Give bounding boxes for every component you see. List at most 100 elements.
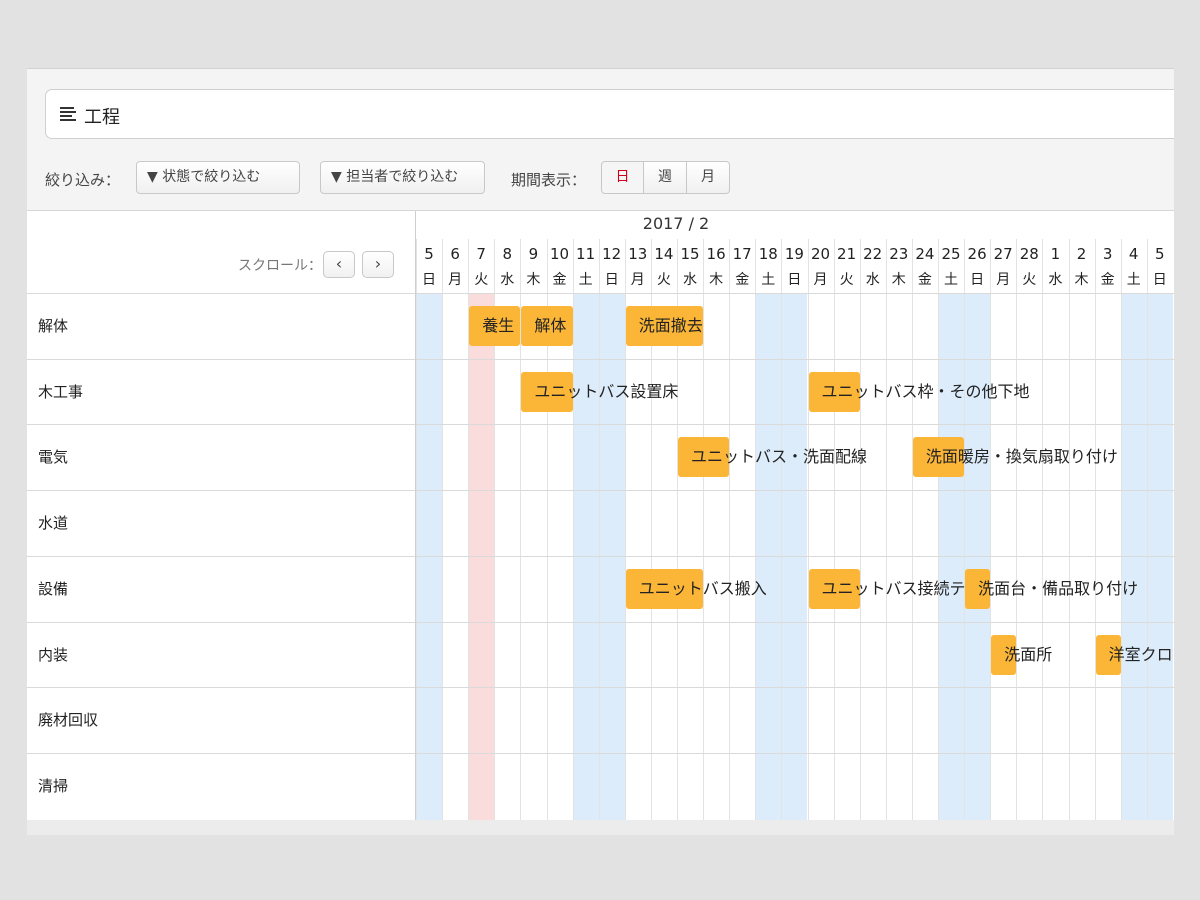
day-number: 27 (993, 245, 1013, 263)
row-label: 木工事 (27, 358, 415, 424)
day-column (964, 239, 991, 820)
day-number: 10 (549, 245, 570, 263)
day-column (807, 239, 834, 820)
period-option-1[interactable]: 週 (644, 161, 687, 194)
day-weekday: 日 (422, 272, 436, 288)
day-column (598, 239, 625, 820)
task-bar[interactable] (521, 371, 573, 412)
bottom-scrollbar-area (27, 820, 1174, 835)
day-number: 21 (837, 245, 857, 263)
status-filter-button[interactable]: ▼ 状態で絞り込む (136, 161, 300, 194)
timeline: 2017 / 2 5 日 6 月 7 火 8 水 9 木 10 金 11 土 12 日 13 月 14 火 15 水 16 木… (416, 211, 1174, 820)
day-number: 12 (602, 245, 622, 263)
day-weekday: 木 (709, 272, 724, 288)
row-divider (416, 358, 1174, 360)
task-bar[interactable] (678, 437, 730, 478)
day-weekday: 日 (604, 272, 619, 288)
row-divider (416, 687, 1174, 689)
day-weekday: 水 (500, 272, 515, 288)
day-number: 16 (706, 245, 726, 263)
day-column (911, 239, 938, 820)
task-bar[interactable] (625, 306, 704, 346)
day-weekday: 日 (787, 272, 802, 288)
task-bar[interactable] (991, 634, 1017, 675)
day-column (833, 239, 860, 820)
day-number: 9 (528, 245, 539, 263)
row-label: 内装 (27, 621, 415, 687)
day-number: 23 (889, 245, 909, 263)
day-weekday: 土 (1126, 272, 1141, 288)
day-weekday: 火 (474, 272, 489, 288)
day-column (938, 239, 965, 820)
day-weekday: 金 (917, 272, 932, 288)
day-number: 25 (941, 245, 961, 263)
day-column (1146, 239, 1173, 820)
day-weekday: 水 (1048, 272, 1063, 288)
task-bar[interactable] (965, 568, 991, 609)
row-divider (416, 752, 1174, 754)
day-weekday: 日 (970, 272, 985, 288)
row-divider (416, 621, 1174, 623)
day-weekday: 火 (656, 272, 671, 288)
day-weekday: 水 (683, 272, 697, 288)
day-number: 8 (502, 245, 513, 263)
period-label: 期間表示： (511, 171, 587, 189)
day-column (729, 239, 756, 820)
task-bar[interactable] (808, 371, 860, 412)
scroll-next-button[interactable]: › (362, 251, 394, 278)
day-weekday: 水 (865, 272, 880, 288)
day-column (1068, 239, 1095, 820)
day-weekday: 金 (1100, 272, 1115, 288)
day-column (859, 239, 886, 820)
schedule-panel: 工程 絞り込み： ▼ 状態で絞り込む ▼ 担当者で絞り込む 期間表示： スクロー… (27, 68, 1174, 835)
day-number: 24 (915, 245, 935, 263)
day-number: 3 (1102, 245, 1113, 263)
row-label: 水道 (27, 490, 415, 555)
day-number: 4 (1128, 245, 1139, 263)
row-label: 清掃 (27, 752, 415, 818)
day-number: 20 (810, 245, 831, 263)
task-bar[interactable] (469, 306, 521, 346)
day-column (885, 239, 912, 820)
row-divider (416, 293, 1174, 294)
filter-label: 絞り込み： (45, 171, 121, 189)
task-bar[interactable] (808, 568, 860, 609)
day-number: 7 (476, 245, 486, 263)
day-column (781, 239, 808, 820)
task-bar[interactable] (521, 306, 573, 346)
day-number: 22 (863, 245, 883, 263)
task-bar[interactable] (1095, 634, 1121, 675)
scroll-prev-button[interactable]: ‹ (323, 251, 355, 278)
row-divider (416, 424, 1174, 426)
day-column (990, 239, 1017, 820)
day-number: 14 (654, 245, 674, 263)
day-number: 18 (758, 245, 778, 263)
day-weekday: 月 (630, 272, 645, 288)
day-weekday: 金 (735, 272, 750, 288)
assignee-filter-button[interactable]: ▼ 担当者で絞り込む (320, 161, 485, 194)
day-weekday: 月 (813, 272, 828, 288)
row-label: 廃材回収 (27, 687, 415, 752)
day-weekday: 月 (448, 272, 463, 288)
period-option-0[interactable]: 日 (601, 161, 644, 194)
day-weekday: 土 (944, 272, 958, 288)
day-weekday: 日 (1152, 272, 1167, 288)
row-divider (416, 555, 1174, 557)
scroll-label: スクロール： (238, 258, 322, 274)
day-column (1016, 239, 1043, 820)
day-number: 5 (1155, 245, 1165, 263)
day-number: 17 (732, 245, 752, 263)
row-divider (416, 490, 1174, 492)
day-weekday: 土 (578, 272, 593, 288)
day-number: 1 (1050, 245, 1061, 263)
task-bar[interactable] (912, 437, 965, 478)
day-weekday: 月 (996, 272, 1011, 288)
day-column (755, 239, 782, 820)
period-option-2[interactable]: 月 (687, 161, 730, 194)
gantt-chart: スクロール： ‹ › 解体 木工事 電気 水道 設備 内装 廃材回収 清掃 2017 / 2 … (27, 210, 1174, 821)
task-category-column: スクロール： ‹ › 解体 木工事 電気 水道 設備 内装 廃材回収 清掃 (27, 211, 416, 820)
row-label: 設備 (27, 555, 415, 621)
row-label: 解体 (27, 293, 415, 358)
day-weekday: 土 (761, 272, 776, 288)
task-bar[interactable] (625, 568, 704, 609)
